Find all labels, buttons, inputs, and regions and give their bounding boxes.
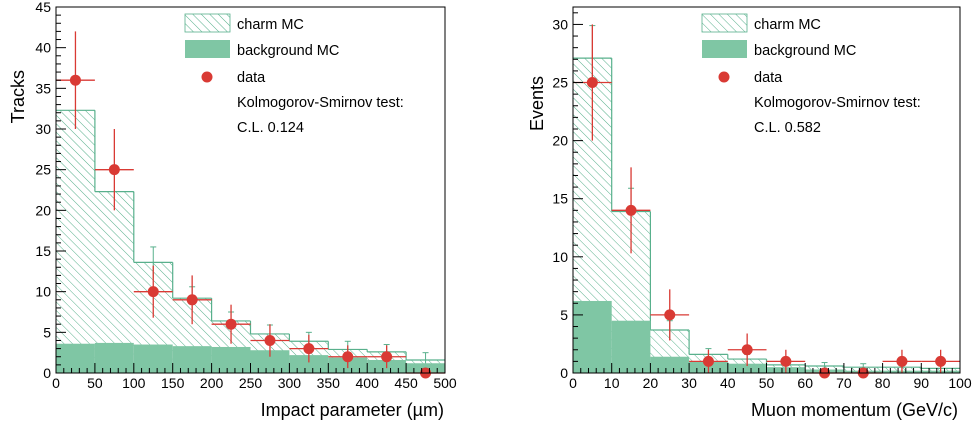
y-tick-label: 5 (560, 307, 568, 323)
background-mc-bar (94, 342, 134, 373)
y-axis-title: Tracks (8, 70, 28, 123)
legend-data-marker (718, 71, 730, 83)
impact-parameter-plot-marks (56, 31, 445, 379)
x-tick-label: 500 (433, 375, 457, 391)
x-tick-label: 350 (317, 375, 341, 391)
x-tick-label: 50 (759, 375, 775, 391)
legend-data-label: data (237, 70, 266, 86)
x-axis-title: Impact parameter (µm) (261, 400, 444, 420)
legend-background-swatch (185, 40, 230, 58)
legend-charm-swatch (701, 13, 748, 33)
x-axis-title: Muon momentum (GeV/c) (751, 400, 958, 420)
data-point (108, 164, 120, 176)
x-tick-label: 150 (161, 375, 185, 391)
background-mc-bar (56, 343, 95, 373)
x-tick-label: 40 (720, 375, 736, 391)
muon-momentum-plot-marks (573, 24, 960, 379)
impact-parameter-panel: 0 50 100 150 200 250 300 350 400 450 500 0 5 10 15 20 25… (8, 0, 457, 420)
x-tick-label: 450 (394, 375, 418, 391)
legend-background-swatch (702, 40, 747, 58)
legend: charm MC background MC data Kolmogorov-S… (701, 13, 921, 136)
y-tick-label: 15 (35, 243, 51, 259)
legend-charm-label: charm MC (237, 17, 304, 33)
y-tick-label: 10 (35, 284, 51, 300)
data-point (147, 286, 159, 298)
background-mc-bar (727, 363, 767, 373)
x-tick-label: 30 (681, 375, 697, 391)
x-tick-label: 10 (604, 375, 620, 391)
legend-background-label: background MC (237, 43, 339, 59)
data-point (896, 355, 908, 367)
data-point (664, 309, 676, 321)
data-point (225, 318, 237, 330)
y-tick-label: 5 (43, 324, 51, 340)
data-point (186, 294, 198, 306)
data-point (342, 351, 354, 363)
x-tick-label: 0 (569, 375, 577, 391)
data-point (303, 343, 315, 355)
legend: charm MC background MC data Kolmogorov-S… (184, 13, 404, 136)
x-tick-label: 250 (239, 375, 263, 391)
background-mc-bar (133, 344, 173, 373)
data-point (69, 74, 81, 86)
y-tick-label: 10 (552, 249, 568, 265)
y-tick-label: 0 (43, 365, 51, 381)
x-tick-label: 20 (643, 375, 659, 391)
y-tick-label: 40 (35, 40, 51, 56)
x-tick-label: 50 (87, 375, 103, 391)
background-mc-bar (172, 346, 212, 373)
y-tick-label: 20 (35, 202, 51, 218)
data-point (702, 355, 714, 367)
data-point (935, 355, 947, 367)
ks-confidence-level: C.L. 0.582 (754, 120, 821, 136)
ks-test-label: Kolmogorov-Smirnov test: (754, 95, 921, 111)
x-tick-label: 200 (200, 375, 224, 391)
impact-parameter-ticks: 0 50 100 150 200 250 300 350 400 450 500 0 5 10 15 20 25… (35, 0, 456, 391)
x-tick-label: 300 (278, 375, 302, 391)
background-mc-bar (611, 320, 651, 373)
ks-test-label: Kolmogorov-Smirnov test: (237, 95, 404, 111)
ks-confidence-level: C.L. 0.124 (237, 120, 304, 136)
background-mc-bar (250, 350, 290, 373)
data-point (381, 351, 393, 363)
x-tick-label: 80 (875, 375, 891, 391)
y-tick-label: 20 (552, 133, 568, 149)
y-tick-label: 35 (35, 80, 51, 96)
x-tick-label: 100 (948, 375, 972, 391)
data-point (780, 355, 792, 367)
x-tick-label: 0 (52, 375, 60, 391)
data-point (264, 334, 276, 346)
y-tick-label: 25 (35, 162, 51, 178)
y-tick-label: 0 (560, 365, 568, 381)
x-tick-label: 100 (122, 375, 146, 391)
y-axis-title: Events (527, 76, 547, 131)
muon-momentum-ticks: 0 10 20 30 40 50 60 70 80 90 100 0 5 10 15 20 25 30 (552, 12, 972, 391)
charm-mc-bar (56, 110, 95, 373)
legend-background-label: background MC (754, 43, 856, 59)
x-tick-label: 90 (914, 375, 930, 391)
data-point (586, 77, 598, 89)
x-tick-label: 60 (797, 375, 813, 391)
x-tick-label: 70 (836, 375, 852, 391)
data-point (625, 204, 637, 216)
y-tick-label: 45 (35, 0, 51, 15)
y-tick-label: 30 (35, 121, 51, 137)
y-tick-label: 30 (552, 16, 568, 32)
legend-charm-label: charm MC (754, 17, 821, 33)
background-mc-bar (573, 300, 612, 373)
legend-charm-swatch (184, 13, 231, 33)
muon-momentum-panel: 0 10 20 30 40 50 60 70 80 90 100 0 5 10 15 20 25 30 Muon … (527, 6, 972, 420)
legend-data-marker (201, 71, 213, 83)
background-mc-bar (289, 355, 329, 373)
legend-data-label: data (754, 70, 783, 86)
y-tick-label: 15 (552, 191, 568, 207)
y-tick-label: 25 (552, 75, 568, 91)
data-point (741, 344, 753, 356)
charm-mc-bar (94, 191, 134, 373)
x-tick-label: 400 (356, 375, 380, 391)
background-mc-bar (211, 346, 251, 373)
background-mc-bar (650, 356, 690, 373)
